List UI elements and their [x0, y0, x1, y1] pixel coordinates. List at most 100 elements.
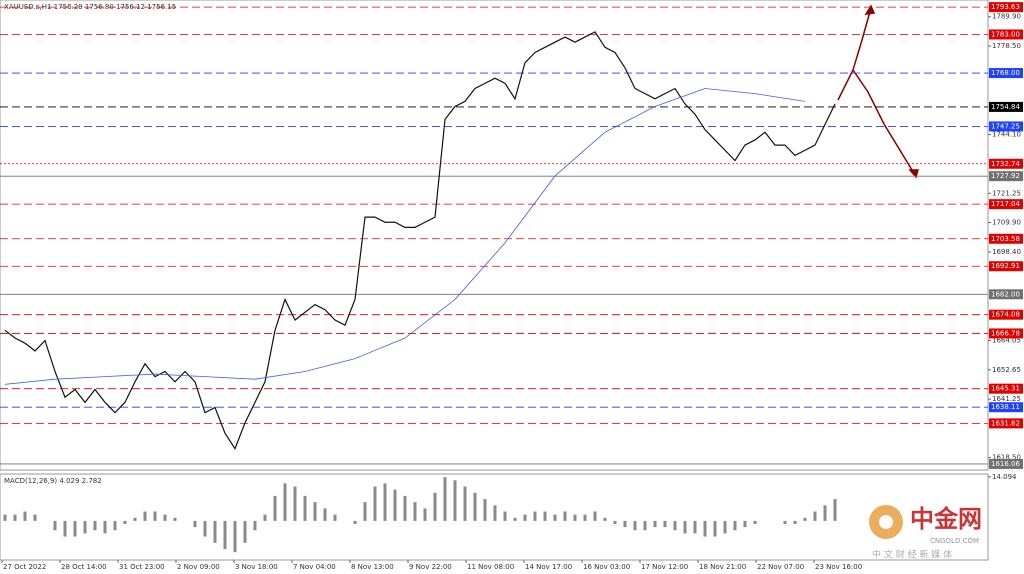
macd-bar: [113, 520, 117, 531]
macd-bar: [523, 514, 527, 521]
level-label-box: [989, 383, 1023, 394]
logo-name: 中金网: [910, 505, 982, 533]
macd-bar: [583, 514, 587, 521]
macd-bar: [443, 477, 447, 521]
arrow-head: [908, 169, 919, 179]
macd-bar: [223, 520, 227, 550]
level-label: 1768.00: [991, 69, 1020, 77]
macd-bar: [33, 514, 37, 521]
macd-bar: [193, 520, 197, 528]
macd-bar: [433, 492, 437, 521]
x-tick-label: 28 Oct 14:00: [61, 563, 107, 571]
macd-bar: [353, 520, 357, 525]
level-label: 1793.63: [991, 3, 1020, 11]
x-tick-label: 8 Nov 13:00: [351, 563, 394, 571]
macd-bar: [553, 514, 557, 521]
macd-bar: [603, 517, 607, 521]
x-tick-label: 22 Nov 07:00: [757, 563, 804, 571]
level-label-box: [989, 171, 1023, 182]
macd-frame: [0, 473, 989, 561]
level-label: 1732.74: [991, 160, 1020, 168]
logo-tagline: 中 文 财 经 新 媒 体: [872, 549, 952, 561]
x-tick-label: 3 Nov 18:00: [235, 563, 278, 571]
logo-icon-inner: [879, 515, 893, 529]
macd-bar: [593, 511, 597, 521]
macd-bar: [793, 520, 797, 525]
arrow-head: [864, 4, 876, 15]
macd-bar: [783, 520, 787, 525]
macd-bar: [573, 514, 577, 521]
macd-bar: [483, 499, 487, 521]
macd-bar: [613, 520, 617, 525]
macd-bar: [323, 508, 327, 521]
macd-tick-label: 14.094: [992, 473, 1017, 481]
macd-bar: [493, 505, 497, 521]
macd-bar: [463, 486, 467, 521]
macd-bar: [153, 511, 157, 521]
macd-bar: [163, 514, 167, 521]
macd-bar: [413, 502, 417, 521]
level-label-box: [989, 328, 1023, 339]
x-tick-label: 11 Nov 08:00: [467, 563, 514, 571]
x-tick-label: 16 Nov 03:00: [583, 563, 630, 571]
macd-bar: [13, 514, 17, 521]
macd-bar: [473, 492, 477, 521]
x-tick-label: 27 Oct 2022: [3, 563, 46, 571]
macd-bar: [643, 520, 647, 531]
logo: 中金网 CNGOLD.COM 中 文 财 经 新 媒 体: [869, 505, 982, 561]
macd-bar: [623, 520, 627, 528]
y-tick-label: 1664.05: [992, 336, 1021, 344]
level-label: 1747.25: [991, 122, 1020, 130]
macd-title: MACD(12,26,9) 4.029 2.782: [4, 477, 102, 485]
macd-bar: [93, 520, 97, 531]
x-tick-label: 9 Nov 22:00: [409, 563, 452, 571]
macd-bar: [283, 483, 287, 521]
main-frame: [0, 0, 989, 471]
level-label: 1754.84: [991, 103, 1020, 111]
level-label-box: [989, 199, 1023, 210]
macd-bar: [663, 520, 667, 528]
macd-bar: [563, 511, 567, 521]
level-label: 1783.00: [991, 30, 1020, 38]
macd-bar: [513, 517, 517, 521]
macd-bar: [103, 520, 107, 534]
level-label: 1631.82: [991, 419, 1020, 427]
macd-bar: [423, 508, 427, 521]
macd-bar: [713, 520, 717, 537]
y-tick-label: 1789.90: [992, 13, 1021, 21]
macd-bar: [723, 520, 727, 534]
x-tick-label: 7 Nov 04:00: [293, 563, 336, 571]
macd-bar: [503, 511, 507, 521]
level-label-box: [989, 233, 1023, 244]
macd-bar: [833, 499, 837, 521]
x-tick-label: 17 Nov 12:00: [641, 563, 688, 571]
macd-bar: [63, 520, 67, 537]
level-label-box: [989, 402, 1023, 413]
arrow-up: [837, 7, 872, 101]
macd-bar: [83, 520, 87, 534]
macd-bar: [53, 520, 57, 531]
level-label-box: [989, 29, 1023, 40]
logo-domain: CNGOLD.COM: [930, 537, 979, 545]
macd-bar: [683, 520, 687, 534]
level-label: 1727.92: [991, 172, 1020, 180]
macd-bar: [693, 520, 697, 534]
macd-bar: [813, 511, 817, 521]
macd-bar: [303, 495, 307, 521]
level-label-box: [989, 2, 1023, 13]
level-label-box: [989, 261, 1023, 272]
macd-bar: [143, 511, 147, 521]
macd-bar: [673, 520, 677, 531]
y-tick-label: 1709.90: [992, 219, 1021, 227]
level-label-box: [989, 289, 1023, 300]
y-tick-label: 1618.50: [992, 454, 1021, 462]
x-tick-label: 18 Nov 21:00: [699, 563, 746, 571]
macd-bar: [743, 520, 747, 528]
macd-bar: [823, 505, 827, 521]
macd-bar: [263, 514, 267, 521]
macd-bar: [233, 520, 237, 553]
level-label: 1674.08: [991, 311, 1020, 319]
level-label: 1638.11: [991, 403, 1020, 411]
level-label: 1616.06: [991, 460, 1020, 468]
